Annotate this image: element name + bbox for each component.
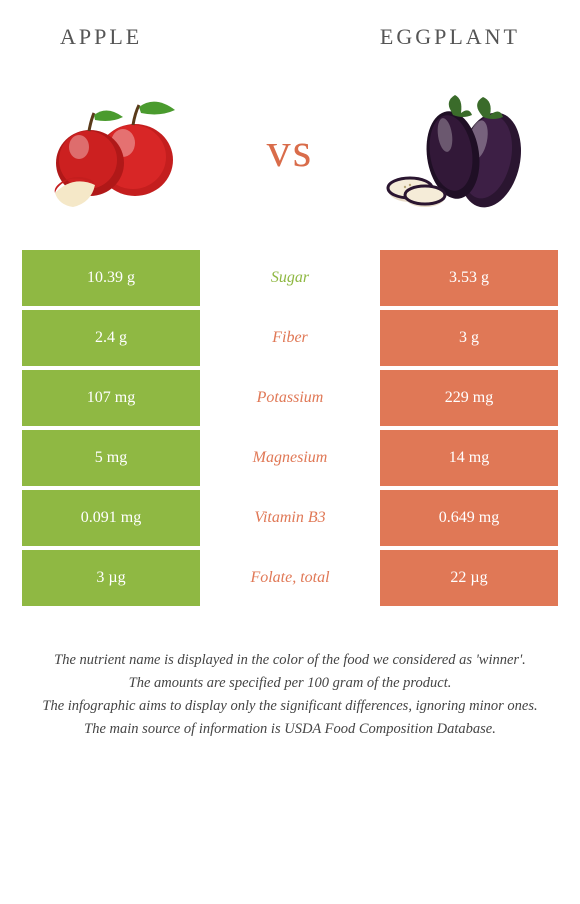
nutrient-name: Potassium (200, 370, 380, 426)
vs-label: vs (267, 123, 314, 178)
footer-line-2: The amounts are specified per 100 gram o… (20, 673, 560, 694)
footer-line-4: The main source of information is USDA F… (20, 719, 560, 740)
nutrient-name: Vitamin B3 (200, 490, 380, 546)
footer-notes: The nutrient name is displayed in the co… (0, 610, 580, 740)
table-row: 2.4 gFiber3 g (22, 310, 558, 366)
right-value: 22 µg (380, 550, 558, 606)
right-value: 3.53 g (380, 250, 558, 306)
nutrient-table: 10.39 gSugar3.53 g2.4 gFiber3 g107 mgPot… (22, 250, 558, 606)
left-value: 5 mg (22, 430, 200, 486)
right-value: 229 mg (380, 370, 558, 426)
right-value: 3 g (380, 310, 558, 366)
nutrient-name: Folate, total (200, 550, 380, 606)
table-row: 0.091 mgVitamin B30.649 mg (22, 490, 558, 546)
nutrient-name: Magnesium (200, 430, 380, 486)
apple-image (30, 80, 210, 220)
left-value: 10.39 g (22, 250, 200, 306)
footer-line-3: The infographic aims to display only the… (20, 696, 560, 717)
nutrient-name: Sugar (200, 250, 380, 306)
table-row: 5 mgMagnesium14 mg (22, 430, 558, 486)
right-value: 0.649 mg (380, 490, 558, 546)
images-row: vs (0, 60, 580, 250)
left-value: 3 µg (22, 550, 200, 606)
right-value: 14 mg (380, 430, 558, 486)
footer-line-1: The nutrient name is displayed in the co… (20, 650, 560, 671)
left-food-title: Apple (60, 24, 142, 50)
eggplant-image (370, 80, 550, 220)
table-row: 3 µgFolate, total22 µg (22, 550, 558, 606)
table-row: 107 mgPotassium229 mg (22, 370, 558, 426)
left-value: 2.4 g (22, 310, 200, 366)
right-food-title: Eggplant (380, 24, 520, 50)
table-row: 10.39 gSugar3.53 g (22, 250, 558, 306)
header-row: Apple Eggplant (0, 0, 580, 60)
nutrient-name: Fiber (200, 310, 380, 366)
left-value: 107 mg (22, 370, 200, 426)
left-value: 0.091 mg (22, 490, 200, 546)
